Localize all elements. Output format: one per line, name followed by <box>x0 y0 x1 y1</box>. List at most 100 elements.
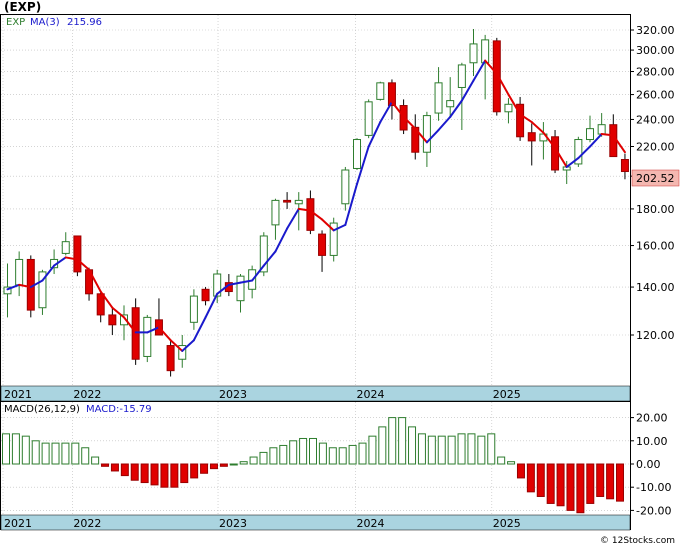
candle-down <box>283 199 292 203</box>
macd-bar-positive <box>81 447 90 465</box>
ma-line-segment <box>64 256 79 261</box>
macd-bar-positive <box>259 451 268 465</box>
candle-down <box>131 307 140 360</box>
macd-bar-negative <box>546 463 555 504</box>
macd-legend-label: MACD(26,12,9) <box>4 404 80 415</box>
ma-line-segment <box>554 146 568 168</box>
candle-up <box>61 241 70 254</box>
symbol-legend: EXP <box>6 17 25 28</box>
price-x-axis-labels: 2021 2022 2023 2024 2025 <box>4 388 521 401</box>
ma-line-segment <box>192 316 207 342</box>
ma-line-segment <box>449 99 463 118</box>
macd-bar-negative <box>200 463 209 474</box>
macd-bar-negative <box>536 463 545 497</box>
last-price-tag-label: 202.52 <box>636 172 675 185</box>
ma-line-segment <box>123 316 137 334</box>
price-y-tick-label: 240.00 <box>636 113 675 126</box>
macd-y-tick-label: 20.00 <box>636 412 668 425</box>
macd-y-tick-label: 10.00 <box>636 435 668 448</box>
ma-line-segment <box>99 290 114 309</box>
macd-bar-positive <box>31 440 40 465</box>
candle-up <box>504 103 513 113</box>
macd-bar-negative <box>120 463 129 477</box>
ma-line-segment <box>402 115 417 130</box>
ma-line-segment <box>146 326 160 334</box>
candle-up <box>481 39 490 64</box>
candle-up <box>376 82 385 100</box>
last-price-tag: 202.52 <box>631 169 680 187</box>
ma-line-segment <box>367 121 382 148</box>
ma-line-segment <box>472 59 487 82</box>
candle-up <box>364 101 373 136</box>
macd-bar-positive <box>309 437 317 465</box>
macd-bar-negative <box>180 463 189 484</box>
ma-line-segment <box>542 131 557 149</box>
ma-line-segment <box>344 183 358 226</box>
macd-bar-positive <box>398 417 407 465</box>
candle-up <box>446 100 455 108</box>
macd-bar-positive <box>447 435 456 465</box>
macd-bar-negative <box>526 463 535 493</box>
ma-line-segment <box>6 283 21 291</box>
candle-up <box>15 258 24 286</box>
macd-bar-positive <box>358 442 367 465</box>
macd-x-axis-band <box>0 514 631 531</box>
macd-bar-negative <box>556 463 565 507</box>
candle-up <box>259 235 268 273</box>
price-y-tick-label: 120.00 <box>636 329 675 342</box>
ma-line-segment <box>332 223 347 232</box>
ma-line-segment <box>530 121 545 134</box>
macd-bar-negative <box>110 463 119 472</box>
macd-bar-negative <box>576 463 585 514</box>
ma-line-segment <box>204 292 219 319</box>
ma-line-series <box>6 59 626 352</box>
macd-x-tick-label: 2025 <box>493 517 521 530</box>
macd-bar-positive <box>507 461 516 465</box>
macd-x-tick-label: 2021 <box>4 517 32 530</box>
macd-bar-positive <box>229 463 238 466</box>
watermark: © 12Stocks.com <box>600 536 675 546</box>
candle-up <box>422 115 431 153</box>
candle-up <box>469 43 478 64</box>
macd-bar-positive <box>328 447 337 465</box>
macd-bar-negative <box>209 463 218 470</box>
macd-bar-negative <box>160 463 169 488</box>
candle-up <box>457 64 466 88</box>
ma-line-segment <box>390 100 405 118</box>
ma-line-segment <box>484 59 498 75</box>
macd-bar-negative <box>170 463 179 488</box>
price-y-tick-label: 320.00 <box>636 24 675 37</box>
price-y-tick-label: 280.00 <box>636 66 675 79</box>
candle-down <box>492 40 501 113</box>
candle-up <box>597 124 606 135</box>
macd-bar-positive <box>299 437 308 465</box>
candle-down <box>96 293 105 316</box>
macd-x-tick-label: 2024 <box>356 517 384 530</box>
price-y-tick-label: 160.00 <box>636 240 675 253</box>
price-x-tick-label: 2022 <box>73 388 101 401</box>
macd-bar-positive <box>378 426 387 465</box>
candle-down <box>201 288 210 302</box>
candle-up <box>434 82 443 114</box>
ma-line-segment <box>18 283 32 289</box>
candle-down <box>620 159 629 173</box>
ma-line-segment <box>157 326 172 342</box>
macd-bar-positive <box>249 456 258 465</box>
macd-bar-negative <box>566 463 575 511</box>
price-x-tick-label: 2025 <box>493 388 521 401</box>
candle-down <box>516 103 525 138</box>
macd-bar-positive <box>497 456 506 465</box>
candle-up <box>586 128 594 141</box>
macd-bar-negative <box>586 463 595 504</box>
candle-down <box>166 345 175 372</box>
chart-title: (EXP) <box>4 0 41 14</box>
macd-bar-positive <box>338 447 347 465</box>
ma-line-segment <box>309 209 324 221</box>
price-grid <box>1 15 630 386</box>
macd-bar-series <box>2 417 624 514</box>
macd-bar-positive <box>368 435 377 465</box>
candle-up <box>120 314 128 326</box>
ma-legend-label: MA(3) <box>30 17 60 28</box>
macd-bar-positive <box>437 435 446 465</box>
macd-legend-value: MACD:-15.79 <box>86 404 152 415</box>
